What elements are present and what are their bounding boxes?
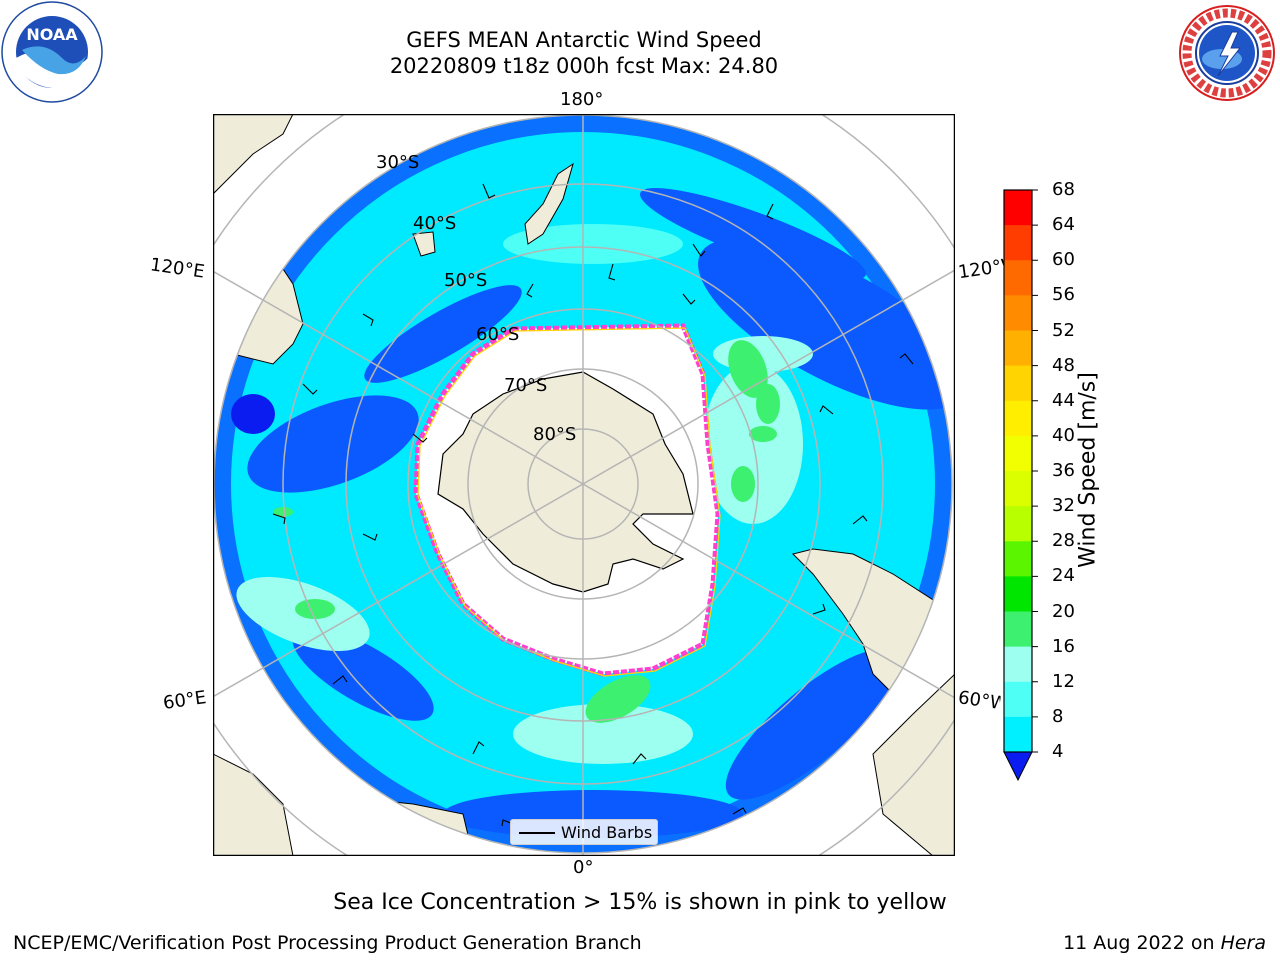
colorbar-segment xyxy=(1004,471,1032,507)
land-africa-corner xyxy=(214,753,294,855)
lat-label-70s: 70°S xyxy=(504,375,548,396)
colorbar-segment xyxy=(1004,576,1032,612)
colorbar-segment xyxy=(1004,681,1032,718)
colorbar-segment xyxy=(1004,260,1032,296)
chart-subtitle: 20220809 t18z 000h fcst Max: 24.80 xyxy=(389,54,779,78)
colorbar-tick-label: 48 xyxy=(1052,354,1075,376)
colorbar-segment xyxy=(1004,190,1032,226)
colorbar-tick-label: 68 xyxy=(1052,179,1075,200)
svg-text:NOAA: NOAA xyxy=(26,25,78,44)
colorbar-segment xyxy=(1004,506,1032,542)
lat-label-40s: 40°S xyxy=(413,213,457,234)
lon-label-180: 180° xyxy=(560,89,604,110)
colorbar-segment xyxy=(1004,365,1032,402)
colorbar-segment xyxy=(1004,330,1032,367)
colorbar-segment xyxy=(1004,225,1032,261)
land-southamerica-corner xyxy=(872,674,954,855)
sea-ice-edge xyxy=(413,323,721,677)
lat-label-80s: 80°S xyxy=(533,424,577,445)
colorbar-tick-label: 36 xyxy=(1052,460,1075,481)
lon-label-60w: 60°W xyxy=(956,687,1002,714)
nws-logo xyxy=(1179,5,1275,101)
colorbar-tick-label: 56 xyxy=(1052,284,1075,306)
colorbar-tick-label: 16 xyxy=(1052,635,1075,657)
colorbar-segment xyxy=(1004,295,1032,331)
colorbar-title: Wind Speed [m/s] xyxy=(1075,372,1101,568)
colorbar-tick-label: 52 xyxy=(1052,319,1075,341)
lat-label-30s: 30°S xyxy=(376,152,420,173)
colorbar-tick-label: 40 xyxy=(1052,424,1075,446)
lon-label-0: 0° xyxy=(573,857,594,878)
colorbar-tick-label: 8 xyxy=(1052,705,1064,727)
colorbar-segment xyxy=(1004,611,1032,648)
colorbar-tick-label: 32 xyxy=(1052,495,1075,517)
colorbar-tick-label: 28 xyxy=(1052,530,1075,552)
colorbar xyxy=(1003,189,1038,782)
wind-barb-legend-label: Wind Barbs xyxy=(561,823,653,842)
chart-title: GEFS MEAN Antarctic Wind Speed xyxy=(406,28,762,52)
colorbar-segment xyxy=(1004,435,1032,472)
colorbar-tick-label: 12 xyxy=(1052,670,1075,692)
date-text: 11 Aug 2022 on xyxy=(1063,932,1221,954)
land-tasmania xyxy=(412,231,436,257)
land-australia-corner xyxy=(214,115,294,194)
lon-label-120e: 120°E xyxy=(148,254,206,283)
colorbar-tick-label: 20 xyxy=(1052,600,1075,622)
noaa-logo: NOAA xyxy=(1,1,103,103)
colorbar-tick-label: 64 xyxy=(1052,214,1075,236)
colorbar-segment xyxy=(1004,541,1032,577)
land-antarctica xyxy=(437,371,694,593)
machine-name: Hera xyxy=(1220,932,1266,954)
lat-label-50s: 50°S xyxy=(444,270,488,291)
colorbar-tick-label: 60 xyxy=(1052,249,1075,271)
colorbar-segment xyxy=(1004,646,1032,683)
colorbar-tick-label: 24 xyxy=(1052,565,1075,587)
colorbar-segment xyxy=(1004,400,1032,437)
graticule xyxy=(214,115,954,855)
polar-map xyxy=(213,114,955,856)
land-new-zealand xyxy=(524,162,574,245)
colorbar-tick-label: 44 xyxy=(1052,389,1075,411)
credit-line: NCEP/EMC/Verification Post Processing Pr… xyxy=(13,932,642,954)
wind-barbs xyxy=(272,183,914,827)
colorbar-extend-arrow xyxy=(1003,751,1033,782)
sea-ice-caption: Sea Ice Concentration > 15% is shown in … xyxy=(333,890,947,915)
wind-barbs-legend: Wind Barbs xyxy=(510,819,658,845)
date-line: 11 Aug 2022 on Hera xyxy=(1063,932,1266,954)
lat-label-60s: 60°S xyxy=(476,324,520,345)
colorbar-segment xyxy=(1004,716,1032,753)
colorbar-tick-label: 4 xyxy=(1052,741,1064,762)
wind-barb-legend-line xyxy=(519,832,555,834)
lon-label-60e: 60°E xyxy=(161,687,208,714)
